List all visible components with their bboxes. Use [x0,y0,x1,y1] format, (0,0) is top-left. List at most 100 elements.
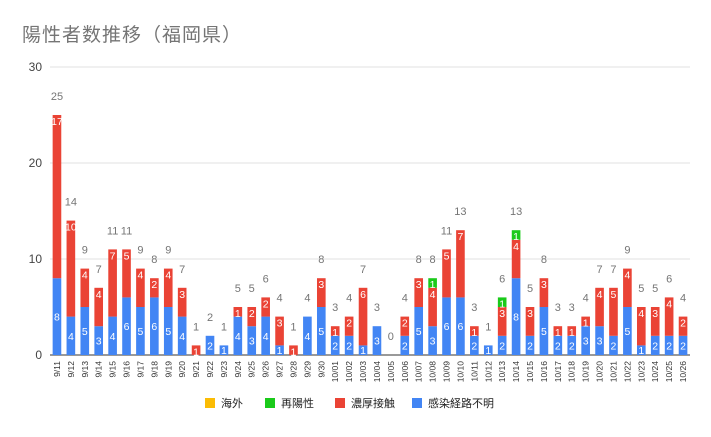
bar-segment [163,307,173,355]
x-tick-label: 10/15 [525,361,535,383]
bar-segment [219,345,229,355]
bar-segment [595,287,604,327]
bar-segment [539,278,549,307]
x-tick-label: 9/15 [108,361,118,378]
bar-segment [66,220,76,317]
bar-segment [247,307,257,327]
bar-segment [52,278,62,355]
segment-label: 17 [51,116,63,128]
bar-segment [108,249,117,317]
x-tick-label: 9/13 [80,361,90,378]
bar-segment [247,326,257,355]
total-label: 4 [277,293,283,305]
bar-segment [623,307,632,355]
bar-segment [497,307,507,336]
y-tick-label: 20 [29,156,43,170]
x-tick-label: 9/12 [66,361,76,378]
bar-segment [581,316,590,327]
total-label: 5 [527,283,533,295]
total-label: 6 [666,273,672,285]
bar-segment [414,307,424,355]
bar-segment [275,316,284,346]
segment-label: 4 [235,331,241,343]
segment-label: 5 [444,250,450,262]
bar-segment [442,297,451,355]
segment-label: 2 [346,318,352,330]
total-label: 2 [207,312,213,324]
segment-label: 4 [597,289,603,301]
total-label: 25 [51,91,63,103]
x-tick-label: 9/24 [233,361,243,378]
legend-swatch [335,398,345,408]
segment-label: 6 [151,321,157,333]
x-tick-label: 9/20 [177,361,187,378]
bar-segment [289,345,298,355]
segment-label: 4 [430,289,436,301]
bar-segment [191,345,201,355]
segment-label: 2 [151,279,157,291]
segment-label: 5 [82,326,88,338]
x-tick-label: 9/17 [135,361,145,378]
x-tick-label: 9/23 [219,361,229,378]
bar-segment [511,230,521,240]
x-tick-label: 9/11 [52,361,62,377]
total-label: 3 [471,302,477,314]
bar-segment [205,335,215,355]
total-label: 11 [441,225,452,237]
x-tick-label: 10/12 [483,361,493,383]
x-tick-label: 10/11 [469,361,479,382]
x-tick-label: 10/21 [608,361,618,383]
segment-label: 2 [666,340,672,352]
total-label: 8 [430,254,436,266]
bar-segment [233,307,243,317]
bar-segment [428,326,437,355]
x-tick-label: 9/19 [163,361,173,378]
x-tick-label: 10/06 [400,361,410,383]
x-tick-label: 10/03 [358,361,368,383]
segment-label: 1 [277,345,283,357]
x-tick-label: 10/01 [330,361,340,383]
total-label: 13 [510,206,522,218]
x-tick-label: 9/18 [149,361,159,378]
segment-label: 4 [263,331,269,343]
total-label: 3 [555,302,561,314]
x-tick-label: 9/30 [316,361,326,378]
segment-label: 4 [138,270,144,282]
bar-segment [344,335,354,355]
segment-label: 2 [249,308,255,320]
bar-segment [428,278,437,288]
total-label: 1 [485,321,491,333]
total-label: 13 [454,206,466,218]
segment-label: 4 [165,270,171,282]
segment-label: 1 [555,327,561,339]
bar-segment [497,297,507,307]
segment-label: 4 [513,241,519,253]
total-label: 6 [263,273,269,285]
total-label: 1 [221,321,227,333]
bar-segment [233,316,243,355]
bar-segment [428,287,437,327]
bar-segment [456,297,465,355]
bar-segment [358,287,368,346]
segment-label: 3 [652,308,658,320]
legend-label: 感染経路不明 [428,396,494,410]
x-tick-label: 9/26 [261,361,271,378]
bar-segment [525,335,535,355]
bar-segment [678,335,688,355]
y-tick-label: 0 [35,348,42,362]
x-tick-label: 10/10 [455,361,465,383]
bar-segment [344,316,354,336]
total-label: 11 [121,225,132,237]
bar-segment [609,335,618,355]
total-label: 3 [569,302,575,314]
segment-label: 4 [68,331,74,343]
total-label: 8 [318,254,324,266]
total-label: 8 [416,254,422,266]
bar-segment [150,278,159,298]
x-tick-label: 10/02 [344,361,354,383]
segment-label: 6 [458,321,464,333]
bar-segment [80,307,90,355]
bar-segment [177,316,187,355]
segment-label: 2 [652,340,658,352]
x-tick-label: 10/19 [581,361,591,383]
